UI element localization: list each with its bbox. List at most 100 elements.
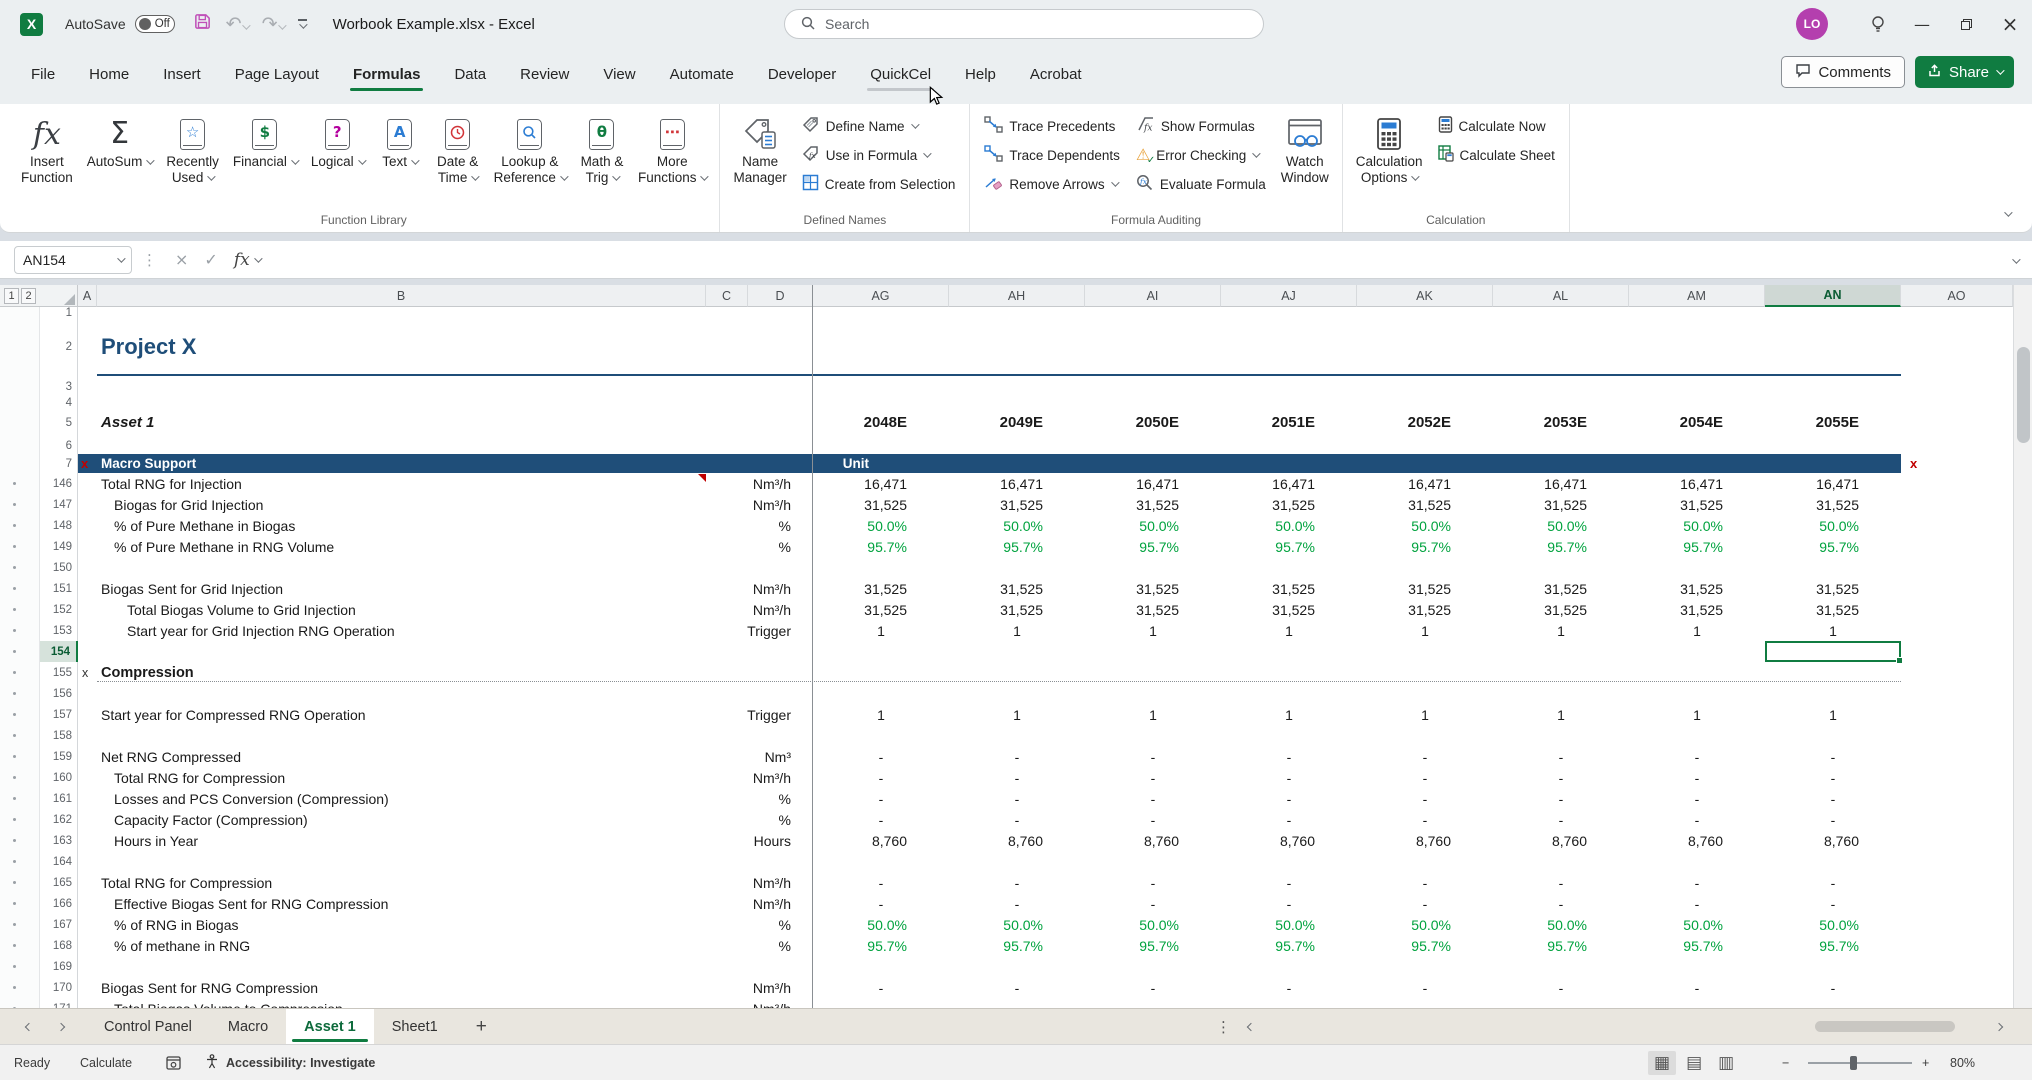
sheet-tab-asset-1[interactable]: Asset 1: [286, 1009, 374, 1044]
grid-cell[interactable]: 50.0%: [1085, 914, 1221, 935]
autosum-button[interactable]: ΣAutoSum: [80, 110, 160, 174]
grid-cell[interactable]: 95.7%: [1765, 935, 1901, 956]
row-header-149[interactable]: 149: [40, 536, 78, 557]
grid-cell[interactable]: 31,525: [1765, 599, 1901, 620]
grid-cell[interactable]: -: [1493, 767, 1629, 788]
col-header-ak[interactable]: AK: [1357, 285, 1493, 307]
undo-button[interactable]: ↶: [226, 13, 248, 35]
grid-cell[interactable]: 95.7%: [1629, 536, 1765, 557]
grid-cell[interactable]: 1: [1085, 620, 1221, 641]
grid-cell[interactable]: % of methane in RNG: [114, 935, 250, 956]
row-header-169[interactable]: 169: [40, 956, 78, 977]
grid-cell[interactable]: 31,525: [1629, 599, 1765, 620]
grid-cell[interactable]: -: [813, 767, 949, 788]
grid-cell[interactable]: 95.7%: [1629, 935, 1765, 956]
grid-cell[interactable]: -: [1493, 893, 1629, 914]
new-sheet-button[interactable]: +: [456, 1009, 507, 1044]
grid-cell[interactable]: -: [1629, 767, 1765, 788]
grid-cell[interactable]: Hours in Year: [114, 830, 198, 851]
recently-used-button[interactable]: ☆RecentlyUsed: [159, 110, 226, 190]
grid-cell[interactable]: 31,525: [1221, 578, 1357, 599]
grid-cell[interactable]: 1: [949, 704, 1085, 725]
col-header-ah[interactable]: AH: [949, 285, 1085, 307]
grid-cell[interactable]: -: [1221, 788, 1357, 809]
grid-cell[interactable]: 50.0%: [1765, 515, 1901, 536]
grid-cell[interactable]: Nm³/h: [706, 977, 813, 998]
text-button[interactable]: AText: [371, 110, 429, 174]
zoom-slider-thumb[interactable]: [1850, 1056, 1857, 1070]
macro-record-icon[interactable]: [166, 1045, 181, 1080]
grid-cell[interactable]: -: [1493, 809, 1629, 830]
vertical-scrollbar[interactable]: [2013, 285, 2032, 1008]
row-header-151[interactable]: 151: [40, 578, 78, 599]
row-header-146[interactable]: 146: [40, 473, 78, 494]
sheet-tab-sheet1[interactable]: Sheet1: [374, 1009, 456, 1044]
col-header-ao[interactable]: AO: [1901, 285, 2013, 307]
grid-cell[interactable]: -: [1765, 977, 1901, 998]
grid-cell[interactable]: 1: [1493, 620, 1629, 641]
redo-button[interactable]: ↷: [262, 13, 284, 35]
grid-cell[interactable]: -: [949, 767, 1085, 788]
row-header-5[interactable]: 5: [40, 408, 78, 437]
excel-logo-icon[interactable]: X: [20, 13, 43, 36]
tab-page-layout[interactable]: Page Layout: [218, 58, 336, 95]
grid-cell[interactable]: -: [949, 746, 1085, 767]
grid-cell[interactable]: -: [1221, 977, 1357, 998]
grid-cell[interactable]: 16,471: [949, 473, 1085, 494]
grid-cell[interactable]: -: [1221, 809, 1357, 830]
tab-review[interactable]: Review: [503, 58, 586, 95]
calculation-options-button[interactable]: CalculationOptions: [1349, 110, 1430, 190]
grid-cell[interactable]: 31,525: [1493, 599, 1629, 620]
grid-cell[interactable]: -: [813, 872, 949, 893]
grid-cell[interactable]: -: [1357, 809, 1493, 830]
grid-cell[interactable]: Nm³/h: [706, 599, 813, 620]
grid-cell[interactable]: 95.7%: [1221, 536, 1357, 557]
grid-cell[interactable]: 50.0%: [1493, 515, 1629, 536]
grid-cell[interactable]: 50.0%: [1629, 914, 1765, 935]
grid-cell[interactable]: 50.0%: [1357, 515, 1493, 536]
grid-cell[interactable]: -: [1085, 977, 1221, 998]
fill-handle[interactable]: [1896, 657, 1903, 664]
grid-cell[interactable]: 1: [1085, 704, 1221, 725]
section-marker[interactable]: x: [82, 662, 88, 683]
evaluate-formula-button[interactable]: fxEvaluate Formula: [1132, 172, 1270, 196]
col-header-am[interactable]: AM: [1629, 285, 1765, 307]
grid-cell[interactable]: 50.0%: [949, 914, 1085, 935]
grid-cell[interactable]: Nm³/h: [706, 998, 813, 1008]
lookup-reference-button[interactable]: Lookup &Reference: [487, 110, 573, 190]
grid-cell[interactable]: 95.7%: [949, 935, 1085, 956]
grid-cell[interactable]: -: [813, 977, 949, 998]
grid-cell[interactable]: 1: [1493, 704, 1629, 725]
grid-cell[interactable]: 8,760: [1629, 830, 1765, 851]
grid-cell[interactable]: 1: [1357, 704, 1493, 725]
grid-cell[interactable]: Biogas Sent for Grid Injection: [101, 578, 283, 599]
grid-cell[interactable]: Biogas Sent for RNG Compression: [101, 977, 318, 998]
grid-cell[interactable]: %: [706, 536, 813, 557]
grid-cell[interactable]: Total RNG for Compression: [101, 872, 272, 893]
restore-button[interactable]: [1944, 0, 1988, 48]
grid-cell[interactable]: -: [1493, 977, 1629, 998]
grid-cell[interactable]: 50.0%: [813, 515, 949, 536]
tab-help[interactable]: Help: [948, 58, 1013, 95]
grid-cell[interactable]: 16,471: [1629, 473, 1765, 494]
grid-cell[interactable]: -: [1357, 746, 1493, 767]
grid-cell[interactable]: 95.7%: [1357, 935, 1493, 956]
name-box[interactable]: AN154: [14, 246, 132, 274]
grid-cell[interactable]: -: [1085, 767, 1221, 788]
grid-cell[interactable]: 95.7%: [1357, 536, 1493, 557]
sheet-tab-control-panel[interactable]: Control Panel: [86, 1009, 210, 1044]
grid-cell[interactable]: -: [1221, 746, 1357, 767]
grid-cell[interactable]: %: [706, 788, 813, 809]
grid-cell[interactable]: Capacity Factor (Compression): [114, 809, 308, 830]
grid-cell[interactable]: %: [706, 809, 813, 830]
grid-cell[interactable]: 16,471: [1765, 473, 1901, 494]
outline-level-1[interactable]: 1: [4, 288, 19, 304]
grid-cell[interactable]: -: [949, 809, 1085, 830]
grid-cell[interactable]: 95.7%: [1765, 536, 1901, 557]
grid-cell[interactable]: 16,471: [1493, 473, 1629, 494]
tab-home[interactable]: Home: [72, 58, 146, 95]
grid-cell[interactable]: % of RNG in Biogas: [114, 914, 239, 935]
grid-cell[interactable]: 16,471: [813, 473, 949, 494]
col-header-ag[interactable]: AG: [813, 285, 949, 307]
row-header-164[interactable]: 164: [40, 851, 78, 872]
